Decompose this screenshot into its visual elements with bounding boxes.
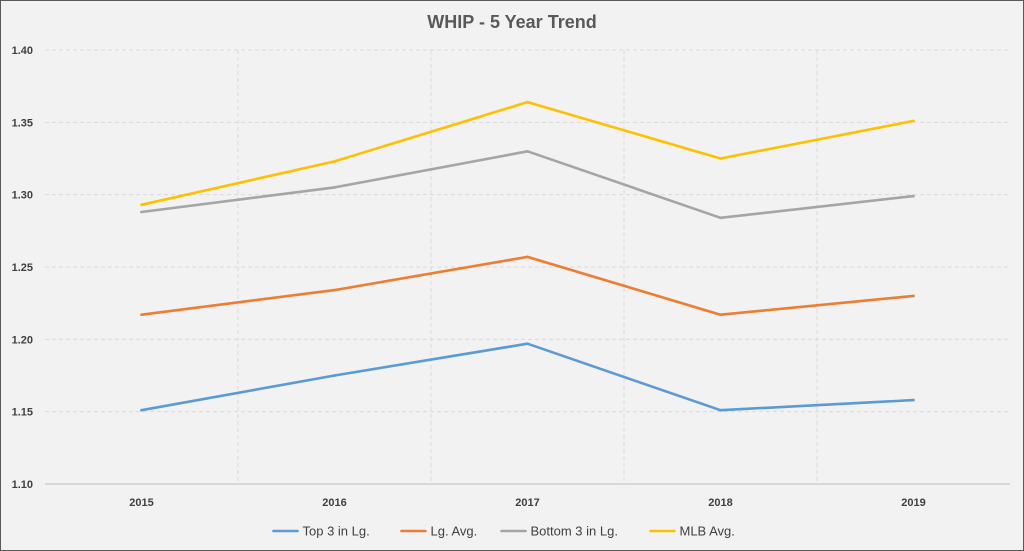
x-tick-label: 2017 — [515, 497, 539, 509]
series-line-1 — [140, 255, 915, 317]
data-point — [140, 203, 143, 207]
data-point — [719, 157, 722, 160]
data-point — [526, 342, 529, 345]
y-tick-label: 1.20 — [12, 334, 33, 346]
y-tick-label: 1.10 — [12, 479, 33, 491]
y-tick-label: 1.25 — [12, 262, 33, 274]
y-axis-ticks: 1.10 1.15 1.20 1.25 1.30 1.35 1.40 — [12, 45, 33, 491]
x-tick-label: 2019 — [901, 497, 925, 509]
x-tick-label: 2015 — [129, 497, 153, 509]
data-point — [912, 294, 915, 298]
legend-label: Bottom 3 in Lg. — [531, 524, 618, 539]
legend-label: Top 3 in Lg. — [303, 524, 370, 539]
x-tick-label: 2018 — [708, 497, 732, 509]
data-point — [912, 398, 915, 402]
series-line-2 — [140, 150, 915, 220]
gridlines — [45, 49, 1010, 485]
data-point — [526, 255, 529, 259]
data-point — [333, 288, 336, 292]
x-tick-label: 2016 — [322, 497, 346, 509]
data-point — [719, 408, 722, 412]
legend-label: Lg. Avg. — [431, 524, 478, 539]
y-tick-label: 1.30 — [12, 190, 33, 202]
series-lines — [140, 100, 915, 412]
y-tick-label: 1.15 — [12, 407, 33, 419]
data-point — [912, 194, 915, 198]
legend: Top 3 in Lg. Lg. Avg. Bottom 3 in Lg. MLB A… — [272, 524, 735, 539]
data-point — [140, 313, 143, 317]
data-point — [526, 100, 529, 104]
data-point — [526, 149, 529, 153]
series-line-0 — [140, 342, 915, 412]
data-point — [719, 216, 722, 220]
data-point — [140, 408, 143, 412]
y-tick-label: 1.35 — [12, 117, 33, 129]
series-line-3 — [140, 100, 915, 207]
legend-label: MLB Avg. — [680, 524, 735, 539]
data-point — [333, 160, 336, 163]
data-point — [140, 210, 143, 214]
data-point — [333, 186, 336, 189]
x-axis-ticks: 2015 2016 2017 2018 2019 — [129, 497, 925, 509]
data-point — [719, 313, 722, 317]
y-tick-label: 1.40 — [12, 45, 33, 57]
data-point — [333, 374, 336, 377]
chart-title: WHIP - 5 Year Trend — [427, 12, 596, 32]
data-point — [912, 119, 915, 123]
